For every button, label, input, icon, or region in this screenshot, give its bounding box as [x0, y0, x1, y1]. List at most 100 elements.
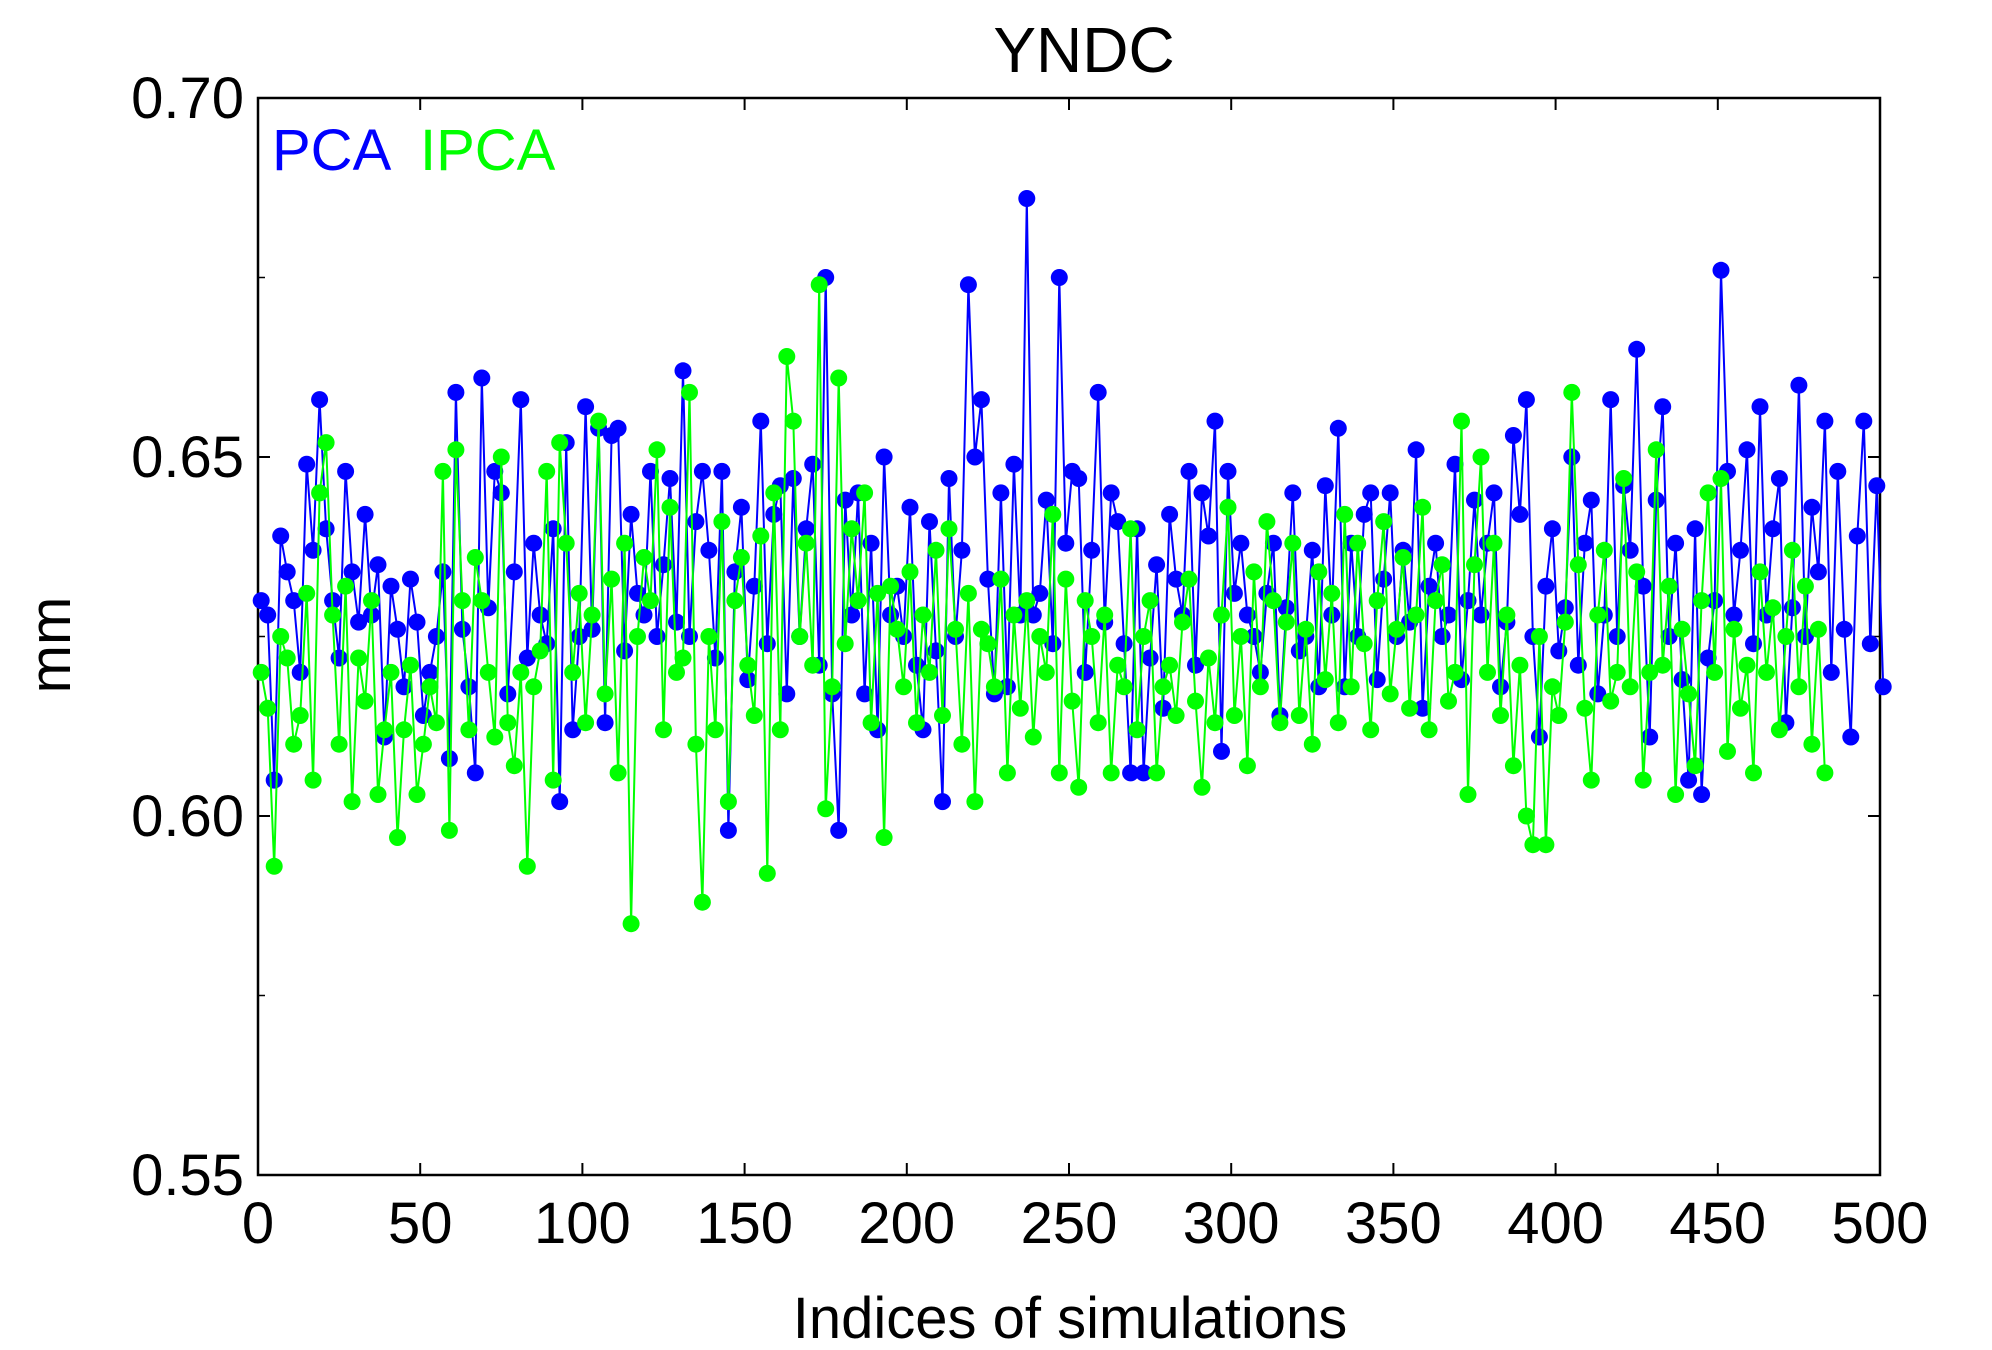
data-point [1329, 714, 1347, 732]
data-point [1530, 628, 1548, 645]
data-point [1323, 606, 1341, 624]
data-point [278, 649, 296, 667]
data-point [421, 663, 439, 681]
data-point [1277, 599, 1295, 617]
data-point [460, 678, 478, 696]
data-point [1582, 491, 1600, 509]
data-point [1680, 771, 1698, 789]
data-point [278, 563, 296, 581]
data-point [927, 541, 945, 559]
data-point [473, 369, 491, 387]
data-point [317, 520, 335, 538]
data-point [1284, 534, 1302, 552]
data-point [1316, 477, 1334, 495]
data-point [343, 563, 361, 581]
data-point [1745, 635, 1762, 653]
data-point [1381, 685, 1399, 703]
data-point [661, 498, 679, 516]
data-point [447, 441, 465, 459]
data-point [758, 864, 776, 882]
data-point [1414, 498, 1432, 516]
data-point [1628, 563, 1646, 581]
data-point [1193, 778, 1211, 796]
data-point [1803, 735, 1821, 753]
data-point [363, 592, 380, 610]
data-point [713, 513, 731, 531]
data-point [1621, 541, 1639, 559]
data-point [395, 721, 413, 739]
data-point [804, 656, 822, 674]
data-point [745, 707, 763, 724]
data-point [583, 606, 601, 624]
data-point [1511, 505, 1529, 523]
data-point [590, 412, 608, 430]
data-point [1524, 836, 1542, 854]
data-point [1206, 412, 1224, 430]
data-point [544, 771, 562, 789]
data-point [1706, 663, 1724, 681]
data-point [1427, 592, 1445, 610]
data-point [869, 584, 887, 602]
data-point [752, 527, 770, 545]
data-point [797, 534, 815, 552]
data-point [1816, 764, 1834, 782]
data-point [1200, 527, 1217, 545]
data-point [1706, 592, 1724, 610]
data-point [1362, 484, 1380, 502]
data-point [414, 735, 432, 753]
data-point [499, 714, 517, 732]
data-point [1316, 671, 1334, 689]
data-point [784, 470, 802, 487]
data-point [726, 592, 744, 610]
data-point [771, 721, 789, 739]
data-point [1225, 707, 1243, 724]
data-point [1608, 663, 1626, 681]
data-point [1154, 699, 1172, 717]
data-point [427, 628, 445, 645]
data-point [1258, 513, 1276, 531]
data-point [1667, 786, 1685, 803]
data-point [1783, 541, 1801, 559]
data-point [512, 663, 530, 681]
data-point [1251, 678, 1269, 696]
data-point [1375, 513, 1393, 531]
data-point [836, 635, 854, 653]
data-point [1342, 678, 1360, 696]
data-point [635, 549, 653, 566]
data-point [616, 534, 634, 552]
data-point [1647, 441, 1665, 459]
data-point [1550, 642, 1568, 660]
data-point [1816, 412, 1834, 430]
data-point [1595, 541, 1613, 559]
data-point [1057, 570, 1075, 588]
data-point [356, 692, 374, 710]
data-point [1764, 520, 1782, 538]
data-point [265, 771, 283, 789]
data-point [1128, 721, 1146, 739]
data-point [1472, 606, 1490, 624]
data-point [291, 663, 309, 681]
data-point [1018, 190, 1036, 207]
data-point [1187, 692, 1204, 710]
data-point [642, 592, 659, 610]
data-point [953, 541, 971, 559]
data-point [1602, 391, 1620, 409]
data-point [1213, 606, 1230, 624]
data-point [1050, 269, 1068, 286]
data-point [1024, 728, 1042, 746]
data-point [1738, 656, 1756, 674]
data-point [252, 592, 270, 610]
data-point [1485, 484, 1503, 502]
data-point [1466, 556, 1483, 574]
data-point [700, 628, 718, 645]
data-point [1277, 613, 1295, 631]
data-point [1109, 656, 1127, 674]
data-point [1076, 663, 1094, 681]
data-point [1796, 577, 1814, 595]
data-point [765, 484, 783, 502]
data-point [784, 412, 802, 430]
data-point [810, 276, 828, 294]
data-point [1517, 807, 1535, 825]
data-point [408, 786, 426, 803]
data-point [1809, 620, 1827, 638]
